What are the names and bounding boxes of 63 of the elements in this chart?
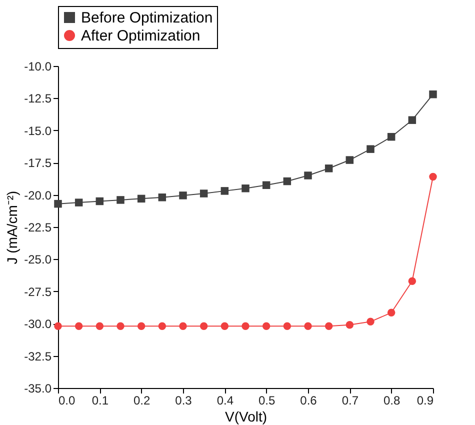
point <box>116 322 124 330</box>
point <box>96 197 104 206</box>
point <box>54 200 62 208</box>
y-tick-label: -22.5 <box>24 220 52 234</box>
point <box>304 172 312 180</box>
x-axis-title: V(Volt) <box>224 408 268 424</box>
x-tick-label: 0.2 <box>133 394 150 408</box>
point <box>408 277 416 285</box>
point <box>220 322 229 330</box>
point <box>283 322 292 330</box>
point <box>158 194 166 202</box>
x-tick-label: 0.3 <box>175 394 192 408</box>
legend-label: After Optimization <box>81 28 200 44</box>
point <box>137 194 146 203</box>
point <box>366 145 374 153</box>
y-tick-label: -20.0 <box>24 188 52 202</box>
point <box>200 322 208 330</box>
y-tick-label: -15.0 <box>24 124 52 138</box>
point <box>408 116 416 124</box>
point <box>387 308 396 317</box>
point <box>137 322 146 330</box>
y-tick-label: -27.5 <box>24 284 52 299</box>
point <box>179 192 187 200</box>
point <box>346 156 354 164</box>
point <box>158 322 166 330</box>
point <box>116 196 124 204</box>
point <box>200 190 208 198</box>
point <box>262 181 270 190</box>
x-tick-label: 0.6 <box>300 394 318 408</box>
y-axis-title: J (mA/cm⁻²) <box>4 190 20 264</box>
y-tick-label: -17.5 <box>24 156 52 170</box>
point <box>179 322 187 330</box>
x-tick-label: 0.9 <box>416 394 434 408</box>
point <box>74 198 83 206</box>
legend-label: Before Optimization <box>81 10 213 26</box>
x-tick-label: 0.4 <box>216 394 234 408</box>
y-tick-label: -25.0 <box>24 252 52 267</box>
point <box>387 132 396 141</box>
point <box>262 322 270 330</box>
point <box>242 184 250 192</box>
point <box>429 172 437 181</box>
x-tick-label: 0.7 <box>342 394 359 408</box>
point <box>324 322 333 330</box>
point <box>96 322 104 330</box>
x-tick-label: 0.8 <box>383 394 400 408</box>
x-tick-label: 0.1 <box>92 394 109 408</box>
point <box>242 322 250 330</box>
point <box>304 322 312 330</box>
point <box>220 187 229 195</box>
point <box>366 318 374 326</box>
y-tick-label: -12.5 <box>24 92 52 106</box>
point <box>429 90 437 98</box>
y-tick-label: -10.0 <box>24 60 52 74</box>
y-tick-label: -35.0 <box>24 382 52 396</box>
y-tick-label: -30.0 <box>24 317 52 332</box>
x-tick-label: 0.5 <box>258 394 276 408</box>
point <box>324 164 333 172</box>
y-tick-label: -32.5 <box>24 349 52 364</box>
point <box>74 322 83 330</box>
point <box>283 177 292 186</box>
point <box>346 321 354 329</box>
point <box>54 322 62 330</box>
x-tick-label: 0.0 <box>58 394 76 408</box>
